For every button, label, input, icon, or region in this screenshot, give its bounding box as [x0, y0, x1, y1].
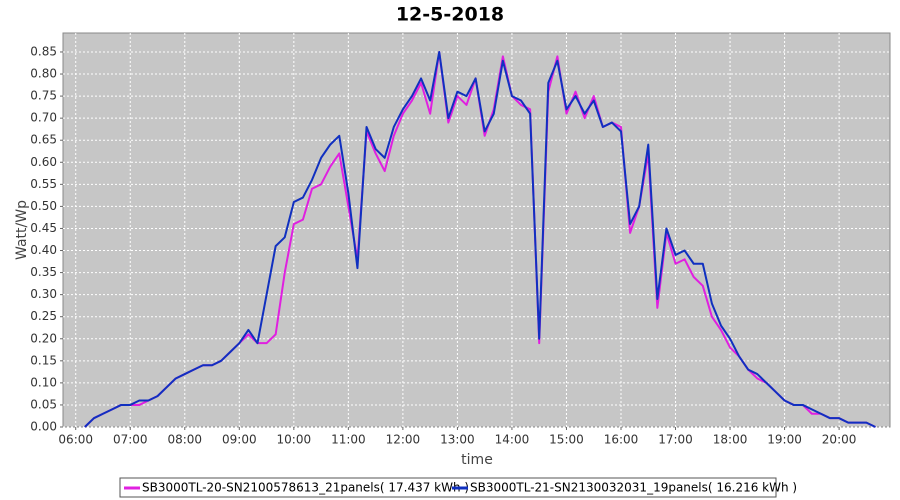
x-tick-label: 12:00: [386, 433, 421, 447]
y-tick-label: 0.00: [30, 420, 57, 434]
y-tick-label: 0.15: [30, 353, 57, 367]
x-tick-label: 15:00: [549, 433, 584, 447]
legend-box: [119, 477, 777, 498]
plot-area: [62, 32, 891, 428]
y-tick-label: 0.60: [30, 155, 57, 169]
y-tick-label: 0.75: [30, 89, 57, 103]
x-tick-label: 19:00: [767, 433, 802, 447]
y-tick-label: 0.35: [30, 265, 57, 279]
x-tick-label: 14:00: [495, 433, 530, 447]
x-tick-label: 07:00: [113, 433, 148, 447]
x-tick-label: 11:00: [331, 433, 366, 447]
x-tick-label: 17:00: [658, 433, 693, 447]
x-tick-label: 09:00: [222, 433, 257, 447]
x-tick-label: 20:00: [822, 433, 857, 447]
chart-title: 12-5-2018: [396, 4, 504, 26]
x-tick-label: 06:00: [58, 433, 93, 447]
y-tick-label: 0.55: [30, 177, 57, 191]
x-tick-label: 16:00: [604, 433, 639, 447]
x-tick-label: 08:00: [167, 433, 202, 447]
y-tick-label: 0.50: [30, 199, 57, 213]
y-tick-label: 0.10: [30, 375, 57, 389]
y-tick-label: 0.25: [30, 309, 57, 323]
y-tick-label: 0.70: [30, 111, 57, 125]
y-tick-label: 0.20: [30, 331, 57, 345]
x-tick-label: 10:00: [277, 433, 312, 447]
y-tick-label: 0.80: [30, 67, 57, 81]
x-tick-label: 13:00: [440, 433, 475, 447]
series-line: [84, 50, 876, 428]
y-tick-label: 0.30: [30, 287, 57, 301]
y-tick-label: 0.85: [30, 44, 57, 58]
x-axis-label: time: [461, 452, 493, 468]
y-axis-label: Watt/Wp: [14, 200, 30, 260]
y-tick-label: 0.65: [30, 133, 57, 147]
y-tick-label: 0.05: [30, 397, 57, 411]
legend-label: SB3000TL-20-SN2100578613_21panels( 17.43…: [142, 481, 469, 495]
y-tick-label: 0.45: [30, 221, 57, 235]
legend-label: SB3000TL-21-SN2130032031_19panels( 16.21…: [470, 481, 797, 495]
y-tick-label: 0.40: [30, 243, 57, 257]
x-tick-label: 18:00: [713, 433, 748, 447]
